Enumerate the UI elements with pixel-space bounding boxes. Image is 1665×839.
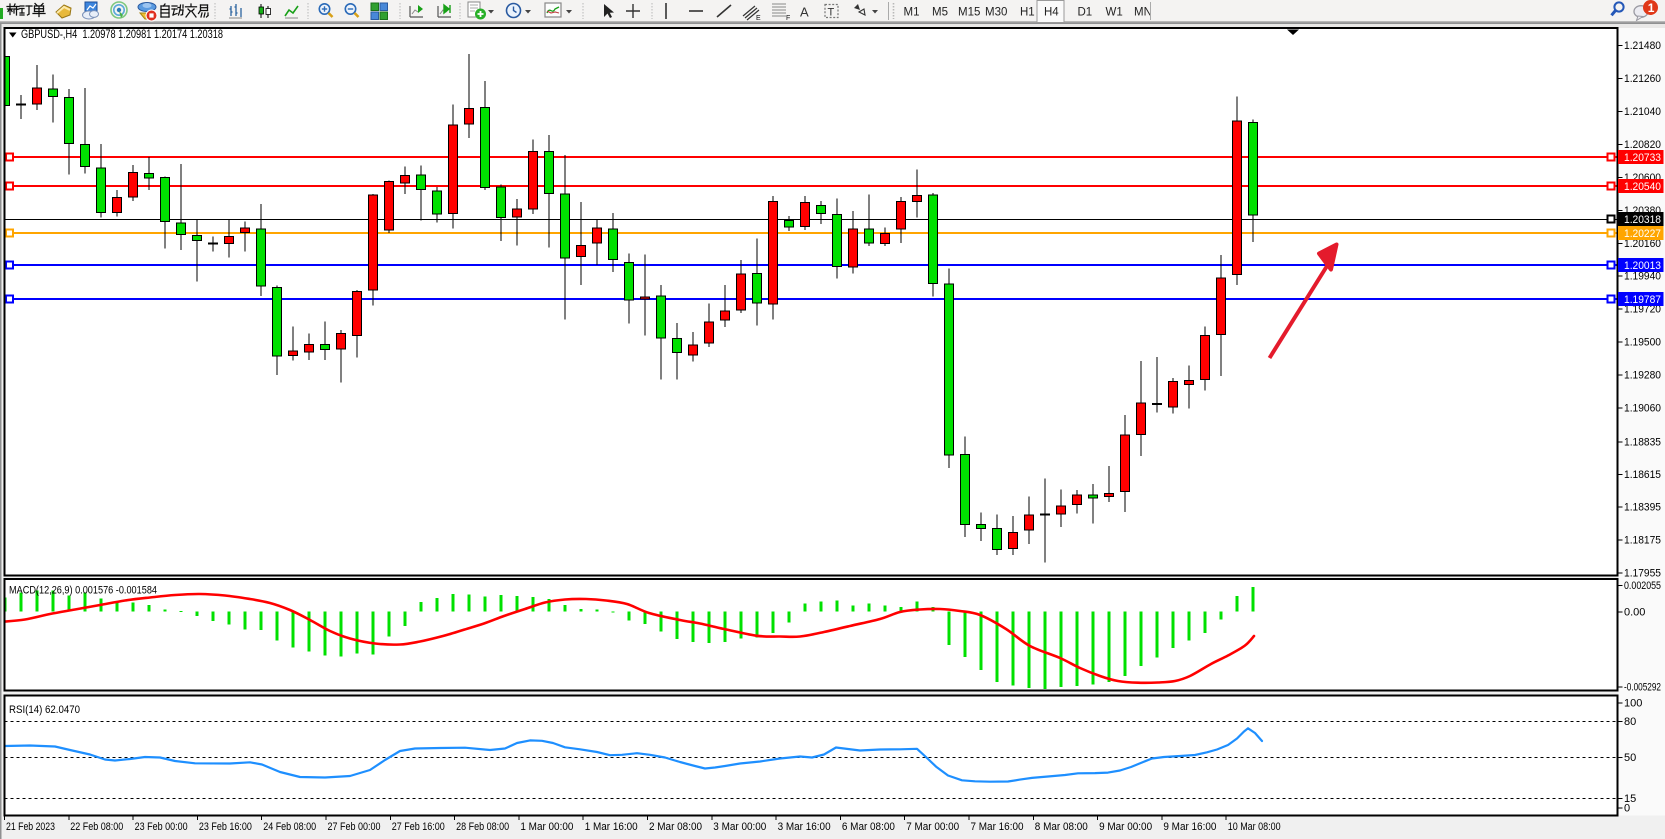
svg-text:0.00: 0.00 xyxy=(1624,607,1645,619)
svg-text:23 Feb 16:00: 23 Feb 16:00 xyxy=(199,821,252,833)
svg-text:M15: M15 xyxy=(958,7,980,19)
svg-text:27 Feb 16:00: 27 Feb 16:00 xyxy=(392,821,445,833)
svg-text:1.20160: 1.20160 xyxy=(1624,238,1661,250)
svg-text:1.21040: 1.21040 xyxy=(1624,106,1661,118)
svg-text:0.002055: 0.002055 xyxy=(1624,580,1661,592)
svg-text:24 Feb 08:00: 24 Feb 08:00 xyxy=(263,821,316,833)
svg-text:3 Mar 16:00: 3 Mar 16:00 xyxy=(778,821,831,833)
svg-text:3 Mar 00:00: 3 Mar 00:00 xyxy=(713,821,766,833)
svg-text:E: E xyxy=(756,15,761,22)
svg-text:1.21260: 1.21260 xyxy=(1624,73,1661,85)
svg-text:W1: W1 xyxy=(1106,7,1123,19)
svg-text:8 Mar 08:00: 8 Mar 08:00 xyxy=(1035,821,1088,833)
svg-text:H4: H4 xyxy=(1044,7,1059,19)
svg-text:M5: M5 xyxy=(932,7,948,19)
svg-text:15: 15 xyxy=(1624,793,1636,805)
svg-text:1.19280: 1.19280 xyxy=(1624,370,1661,382)
svg-text:GBPUSD-,H4 1.20978 1.20981 1.: GBPUSD-,H4 1.20978 1.20981 1.20174 1.203… xyxy=(21,27,223,41)
svg-text:1.20733: 1.20733 xyxy=(1624,152,1661,164)
svg-text:0: 0 xyxy=(1624,803,1630,815)
svg-text:1.20227: 1.20227 xyxy=(1624,228,1661,240)
svg-text:1.20820: 1.20820 xyxy=(1624,139,1661,151)
svg-text:T: T xyxy=(828,7,835,19)
svg-text:1.18835: 1.18835 xyxy=(1624,437,1661,449)
svg-text:1 Mar 00:00: 1 Mar 00:00 xyxy=(520,821,573,833)
svg-text:21 Feb 2023: 21 Feb 2023 xyxy=(6,821,55,833)
svg-text:F: F xyxy=(786,15,790,22)
svg-text:9 Mar 00:00: 9 Mar 00:00 xyxy=(1099,821,1152,833)
svg-text:22 Feb 08:00: 22 Feb 08:00 xyxy=(70,821,123,833)
svg-text:100: 100 xyxy=(1624,698,1642,710)
svg-text:50: 50 xyxy=(1624,752,1636,764)
svg-text:M1: M1 xyxy=(904,7,920,19)
svg-text:1: 1 xyxy=(1648,1,1655,15)
svg-text:1.20318: 1.20318 xyxy=(1624,214,1661,226)
svg-text:28 Feb 08:00: 28 Feb 08:00 xyxy=(456,821,509,833)
svg-text:1.19787: 1.19787 xyxy=(1624,294,1661,306)
svg-text:MN: MN xyxy=(1134,7,1152,19)
svg-text:1.19500: 1.19500 xyxy=(1624,337,1661,349)
svg-text:1.18175: 1.18175 xyxy=(1624,535,1661,547)
svg-text:7 Mar 00:00: 7 Mar 00:00 xyxy=(906,821,959,833)
svg-text:23 Feb 00:00: 23 Feb 00:00 xyxy=(135,821,188,833)
svg-text:1.20013: 1.20013 xyxy=(1624,260,1661,272)
svg-text:A: A xyxy=(800,5,809,20)
svg-text:80: 80 xyxy=(1624,716,1636,728)
svg-text:1.21480: 1.21480 xyxy=(1624,40,1661,52)
svg-text:1.19060: 1.19060 xyxy=(1624,403,1661,415)
svg-text:RSI(14) 62.0470: RSI(14) 62.0470 xyxy=(9,704,80,716)
svg-text:27 Feb 00:00: 27 Feb 00:00 xyxy=(328,821,381,833)
svg-text:-0.005292: -0.005292 xyxy=(1624,681,1661,693)
svg-text:7 Mar 16:00: 7 Mar 16:00 xyxy=(971,821,1024,833)
svg-text:1.18615: 1.18615 xyxy=(1624,469,1661,481)
svg-text:M30: M30 xyxy=(985,7,1007,19)
svg-text:H1: H1 xyxy=(1020,7,1035,19)
svg-text:6 Mar 08:00: 6 Mar 08:00 xyxy=(842,821,895,833)
svg-text:1.18395: 1.18395 xyxy=(1624,502,1661,514)
svg-text:1.19940: 1.19940 xyxy=(1624,271,1661,283)
svg-text:MACD(12,26,9) 0.001576 -0.0015: MACD(12,26,9) 0.001576 -0.001584 xyxy=(9,585,157,597)
svg-text:1.17955: 1.17955 xyxy=(1624,567,1661,579)
svg-text:1.20540: 1.20540 xyxy=(1624,181,1661,193)
svg-text:1.19720: 1.19720 xyxy=(1624,304,1661,316)
svg-text:10 Mar 08:00: 10 Mar 08:00 xyxy=(1228,821,1281,833)
svg-text:1 Mar 16:00: 1 Mar 16:00 xyxy=(585,821,638,833)
svg-text:9 Mar 16:00: 9 Mar 16:00 xyxy=(1163,821,1216,833)
svg-text:D1: D1 xyxy=(1078,7,1093,19)
svg-text:2 Mar 08:00: 2 Mar 08:00 xyxy=(649,821,702,833)
